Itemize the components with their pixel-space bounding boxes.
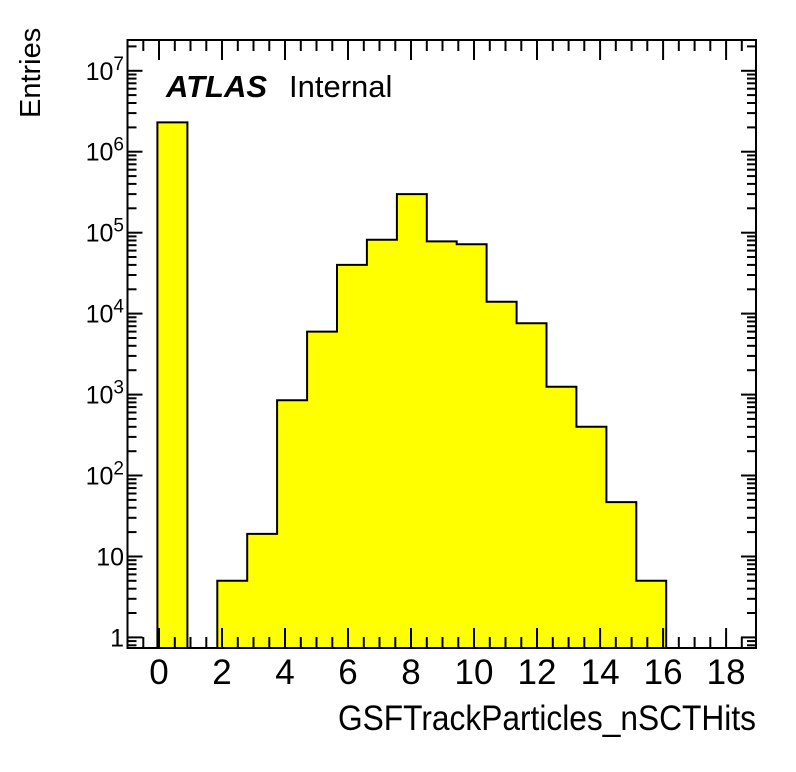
- x-axis-tick-label: 14: [581, 653, 620, 692]
- y-axis-tick-label-exponent: 6: [113, 135, 124, 156]
- histogram-bar-group: [216, 193, 668, 649]
- x-axis-tick-label: 6: [338, 653, 357, 692]
- y-axis-tick-label: 106: [86, 135, 124, 167]
- y-axis-tick-label: 104: [86, 297, 125, 329]
- atlas-watermark-status: Internal: [289, 69, 392, 104]
- x-axis-tick-label: 16: [644, 653, 683, 692]
- histogram-bar-group: [156, 121, 189, 649]
- y-axis-title: Entries: [15, 28, 47, 118]
- y-axis-tick-label-exponent: 5: [113, 216, 124, 237]
- x-axis-tick-label: 12: [518, 653, 557, 692]
- y-axis-tick-label: 102: [86, 459, 124, 491]
- y-axis-tick-label-exponent: 4: [113, 297, 124, 318]
- x-axis-tick-label: 8: [401, 653, 420, 692]
- y-axis-tick-label-exponent: 7: [113, 54, 124, 75]
- x-axis-tick-label: 4: [275, 653, 294, 692]
- y-axis-tick-label-exponent: 2: [113, 459, 124, 480]
- x-axis-tick-label: 10: [455, 653, 494, 692]
- y-axis-tick-label: 10: [96, 544, 124, 572]
- x-axis-title: GSFTrackParticles_nSCTHits: [338, 699, 756, 738]
- atlas-watermark-label: ATLAS: [165, 69, 267, 104]
- y-axis-tick-label: 103: [86, 378, 124, 410]
- y-axis-tick-label: 107: [86, 54, 124, 86]
- x-axis-tick-label: 0: [149, 653, 168, 692]
- y-axis-tick-label: 1: [110, 624, 124, 652]
- x-axis-tick-label: 2: [212, 653, 231, 692]
- x-axis-tick-labels: 0 2 4 6 8 10 12 14 16 18: [149, 653, 745, 692]
- axis-ticks-layer: [127, 40, 756, 648]
- x-axis-tick-label: 18: [707, 653, 746, 692]
- y-axis-tick-label: 105: [86, 216, 124, 248]
- histogram-bars-layer: [156, 121, 668, 649]
- y-axis-tick-label-exponent: 3: [113, 378, 124, 399]
